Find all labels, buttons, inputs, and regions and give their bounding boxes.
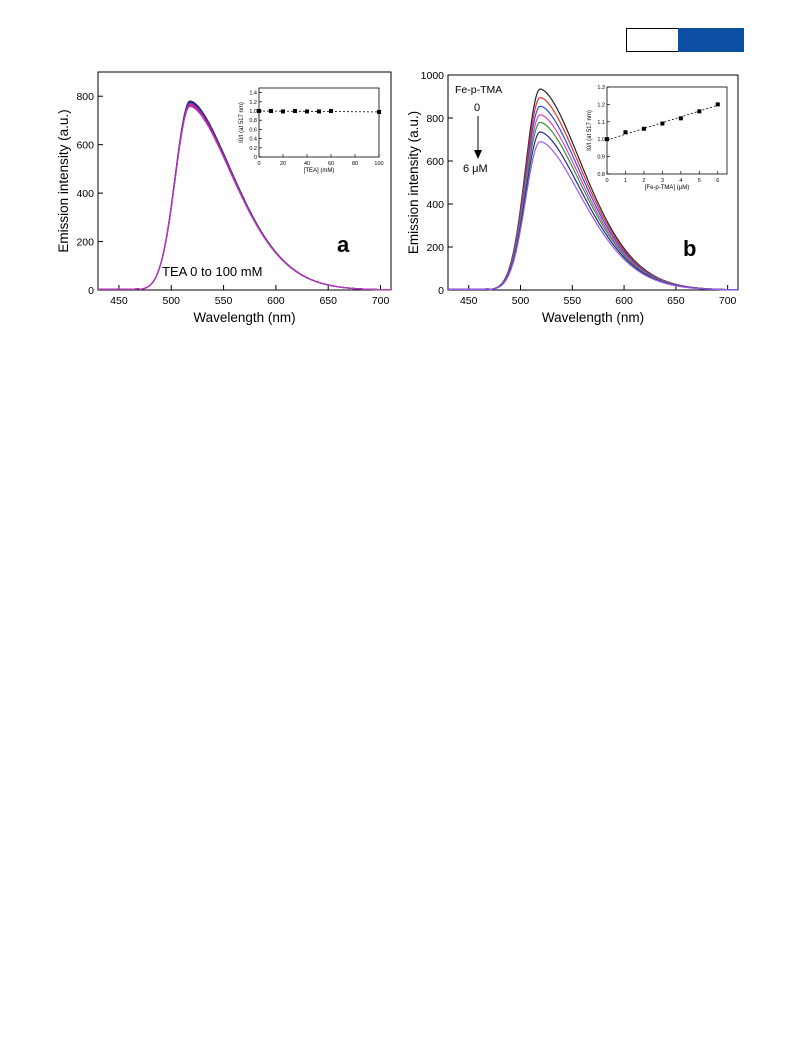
inset-y-tick-label: 1.2 — [597, 102, 605, 108]
inset-x-tick-label: 20 — [280, 161, 286, 167]
y-tick-label: 400 — [76, 188, 94, 200]
y-tick-label: 1000 — [421, 70, 445, 82]
inset-x-axis-label: [Fe-p-TMA] (μM) — [645, 185, 689, 191]
y-tick-label: 200 — [76, 237, 94, 249]
inset-data-point — [377, 109, 381, 114]
y-axis-label: Emission intensity (a.u.) — [406, 111, 421, 254]
header-white-box — [626, 28, 679, 52]
inset-data-point — [623, 130, 628, 135]
annotation-text: TEA 0 to 100 mM — [162, 264, 262, 279]
inset-data-point — [329, 109, 333, 113]
x-tick-label: 650 — [667, 295, 685, 307]
inset-y-tick-label: 1.0 — [249, 109, 257, 115]
y-axis-label: Emission intensity (a.u.) — [56, 109, 71, 252]
y-tick-label: 600 — [426, 156, 444, 168]
annotation-start-label: 0 — [474, 102, 480, 114]
panel-b: 450 500 550 600 650 70002004006008001000Wavel… — [406, 70, 739, 325]
inset-frame — [258, 87, 380, 158]
x-tick-label: 550 — [564, 295, 582, 307]
annotation-title: Fe-p-TMA — [455, 84, 502, 96]
inset-x-tick-label: 4 — [679, 178, 682, 184]
inset-y-tick-label: 1.0 — [597, 137, 605, 143]
plot-frame — [447, 74, 739, 291]
inset-x-tick-label: 60 — [328, 161, 334, 167]
inset-x-tick-label: 1 — [624, 178, 627, 184]
inset-y-tick-label: 1.2 — [249, 100, 257, 106]
panel-label: a — [337, 232, 350, 257]
inset-x-tick-label: 80 — [352, 161, 358, 167]
inset-data-point — [305, 109, 309, 114]
x-tick-label: 450 — [460, 295, 478, 307]
inset-y-tick-label: 1.1 — [597, 120, 605, 126]
inset-data-point — [317, 109, 321, 114]
inset-data-point — [605, 137, 609, 142]
inset-x-axis-label: [TEA] (mM) — [304, 168, 335, 174]
inset-data-point — [281, 109, 285, 114]
inset-data-point — [257, 109, 261, 113]
inset-x-tick-label: 0 — [257, 161, 260, 167]
inset-data-point — [269, 109, 273, 113]
x-tick-label: 650 — [319, 295, 337, 307]
inset-y-tick-label: 0.2 — [249, 146, 257, 152]
inset-x-tick-label: 5 — [698, 178, 701, 184]
panel-label: b — [683, 236, 696, 261]
x-tick-label: 700 — [372, 295, 390, 307]
x-tick-label: 500 — [512, 295, 530, 307]
series-line — [448, 141, 738, 291]
y-tick-label: 0 — [438, 285, 444, 297]
inset-x-tick-label: 6 — [716, 178, 719, 184]
inset-y-tick-label: 0.6 — [249, 127, 257, 133]
panel-a: 450 500 550 600 650 7000200400600800Wavelengt… — [56, 71, 392, 325]
plot-frame — [97, 71, 392, 291]
annotation-end-label: 6 μM — [463, 163, 488, 175]
x-tick-label: 500 — [162, 295, 180, 307]
inset-data-point — [678, 116, 683, 121]
inset-x-tick-label: 0 — [605, 178, 608, 184]
y-tick-label: 600 — [76, 140, 94, 152]
inset-data-point — [697, 109, 702, 114]
inset-data-point — [660, 121, 665, 126]
inset-y-axis-label: I0/I (at 517 nm) — [239, 102, 245, 143]
y-tick-label: 200 — [426, 242, 444, 254]
inset-x-tick-label: 100 — [374, 161, 383, 167]
figure: 450 500 550 600 650 7000200400600800Wavelengt… — [56, 70, 739, 325]
inset-data-point — [293, 109, 297, 113]
inset-y-tick-label: 0.9 — [597, 155, 605, 161]
inset-y-tick-label: 1.3 — [597, 85, 605, 91]
y-tick-label: 800 — [76, 91, 94, 103]
y-tick-label: 0 — [88, 285, 94, 297]
x-axis-label: Wavelength (nm) — [542, 310, 644, 325]
inset-y-tick-label: 1.4 — [249, 91, 257, 97]
inset-data-point — [715, 102, 720, 107]
inset-x-tick-label: 3 — [661, 178, 664, 184]
inset-data-point — [641, 126, 646, 131]
annotation-arrow-head — [474, 150, 482, 159]
x-tick-label: 600 — [615, 295, 633, 307]
x-tick-label: 600 — [267, 295, 285, 307]
inset-y-axis-label: I0/I (at 517 nm) — [587, 110, 593, 151]
inset-y-tick-label: 0.8 — [597, 172, 605, 178]
header-blue-box — [678, 28, 744, 52]
y-tick-label: 400 — [426, 199, 444, 211]
inset-x-tick-label: 2 — [642, 178, 645, 184]
inset-x-tick-label: 40 — [304, 161, 310, 167]
series-line — [98, 105, 391, 291]
x-tick-label: 700 — [719, 295, 737, 307]
journal-header-bar — [626, 28, 744, 52]
y-tick-label: 800 — [426, 113, 444, 125]
x-tick-label: 450 — [110, 295, 128, 307]
inset-y-tick-label: 0.4 — [249, 137, 257, 143]
inset-y-tick-label: 0.8 — [249, 118, 257, 124]
x-axis-label: Wavelength (nm) — [193, 310, 295, 325]
x-tick-label: 550 — [215, 295, 233, 307]
inset-y-tick-label: 0 — [254, 155, 257, 161]
